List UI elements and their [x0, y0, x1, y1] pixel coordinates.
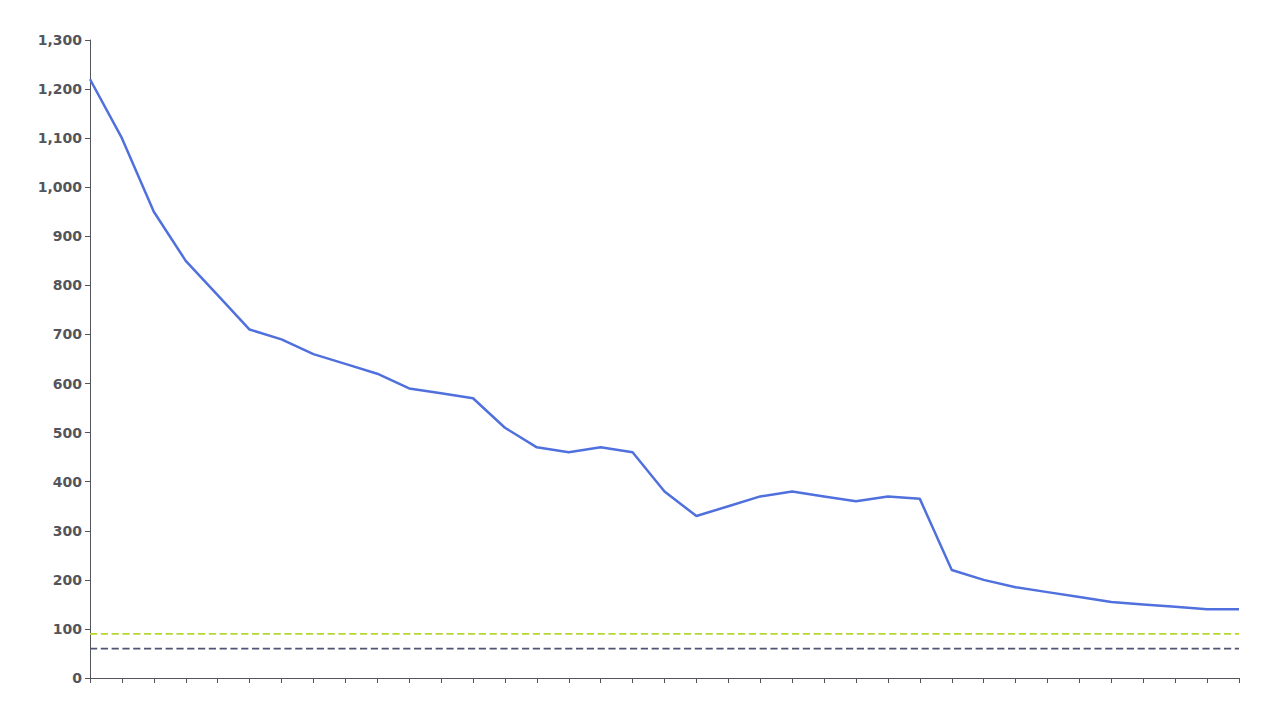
svg-text:600: 600: [53, 376, 82, 392]
svg-text:500: 500: [53, 425, 82, 441]
svg-text:900: 900: [53, 228, 82, 244]
svg-text:100: 100: [53, 621, 82, 637]
svg-text:1,100: 1,100: [38, 130, 83, 146]
svg-text:800: 800: [53, 277, 82, 293]
svg-text:200: 200: [53, 572, 82, 588]
svg-text:400: 400: [53, 474, 82, 490]
svg-text:1,300: 1,300: [38, 32, 83, 48]
svg-text:1,200: 1,200: [38, 81, 83, 97]
svg-text:0: 0: [72, 670, 82, 686]
svg-text:700: 700: [53, 326, 82, 342]
svg-text:1,000: 1,000: [38, 179, 83, 195]
svg-text:300: 300: [53, 523, 82, 539]
